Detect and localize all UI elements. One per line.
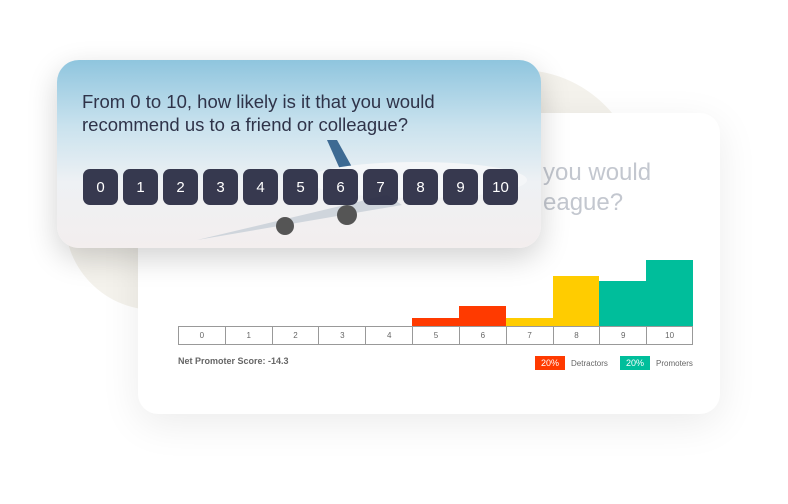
score-button-9[interactable]: 9 [443, 169, 478, 205]
legend-promoters: 20% Promoters [620, 356, 693, 370]
tick-label: 0 [178, 326, 225, 345]
score-button-4[interactable]: 4 [243, 169, 278, 205]
tick-label: 5 [412, 326, 459, 345]
survey-question: From 0 to 10, how likely is it that you … [82, 90, 435, 136]
score-button-3[interactable]: 3 [203, 169, 238, 205]
legend-detractors: 20% Detractors [535, 356, 608, 370]
score-options: 0 1 2 3 4 5 6 7 8 9 10 [83, 169, 518, 205]
tick-label: 2 [271, 326, 319, 345]
ghost-question-line1: you would [543, 159, 652, 186]
tick-label: 1 [224, 326, 272, 345]
detractors-label: Detractors [571, 358, 608, 368]
tick-label: 8 [552, 326, 600, 345]
nps-score: Net Promoter Score: -14.3 [178, 356, 289, 366]
score-button-6[interactable]: 6 [323, 169, 358, 205]
question-line2: recommend us to a friend or colleague? [82, 114, 408, 135]
ghost-question-line2: eague? [543, 189, 624, 216]
tick-label: 10 [646, 326, 693, 345]
tick-label: 3 [318, 326, 366, 345]
score-button-2[interactable]: 2 [163, 169, 198, 205]
score-button-8[interactable]: 8 [403, 169, 438, 205]
promoters-pct: 20% [620, 356, 651, 370]
score-button-7[interactable]: 7 [363, 169, 398, 205]
detractors-pct: 20% [535, 356, 566, 370]
score-button-10[interactable]: 10 [483, 169, 518, 205]
survey-card: From 0 to 10, how likely is it that you … [57, 60, 541, 248]
tick-label: 9 [599, 326, 647, 345]
score-button-0[interactable]: 0 [83, 169, 118, 205]
question-line1: From 0 to 10, how likely is it that you … [82, 91, 435, 112]
tick-label: 7 [505, 326, 553, 345]
score-button-1[interactable]: 1 [123, 169, 158, 205]
tick-label: 6 [458, 326, 506, 345]
tick-label: 4 [365, 326, 413, 345]
score-button-5[interactable]: 5 [283, 169, 318, 205]
promoters-label: Promoters [656, 358, 693, 368]
